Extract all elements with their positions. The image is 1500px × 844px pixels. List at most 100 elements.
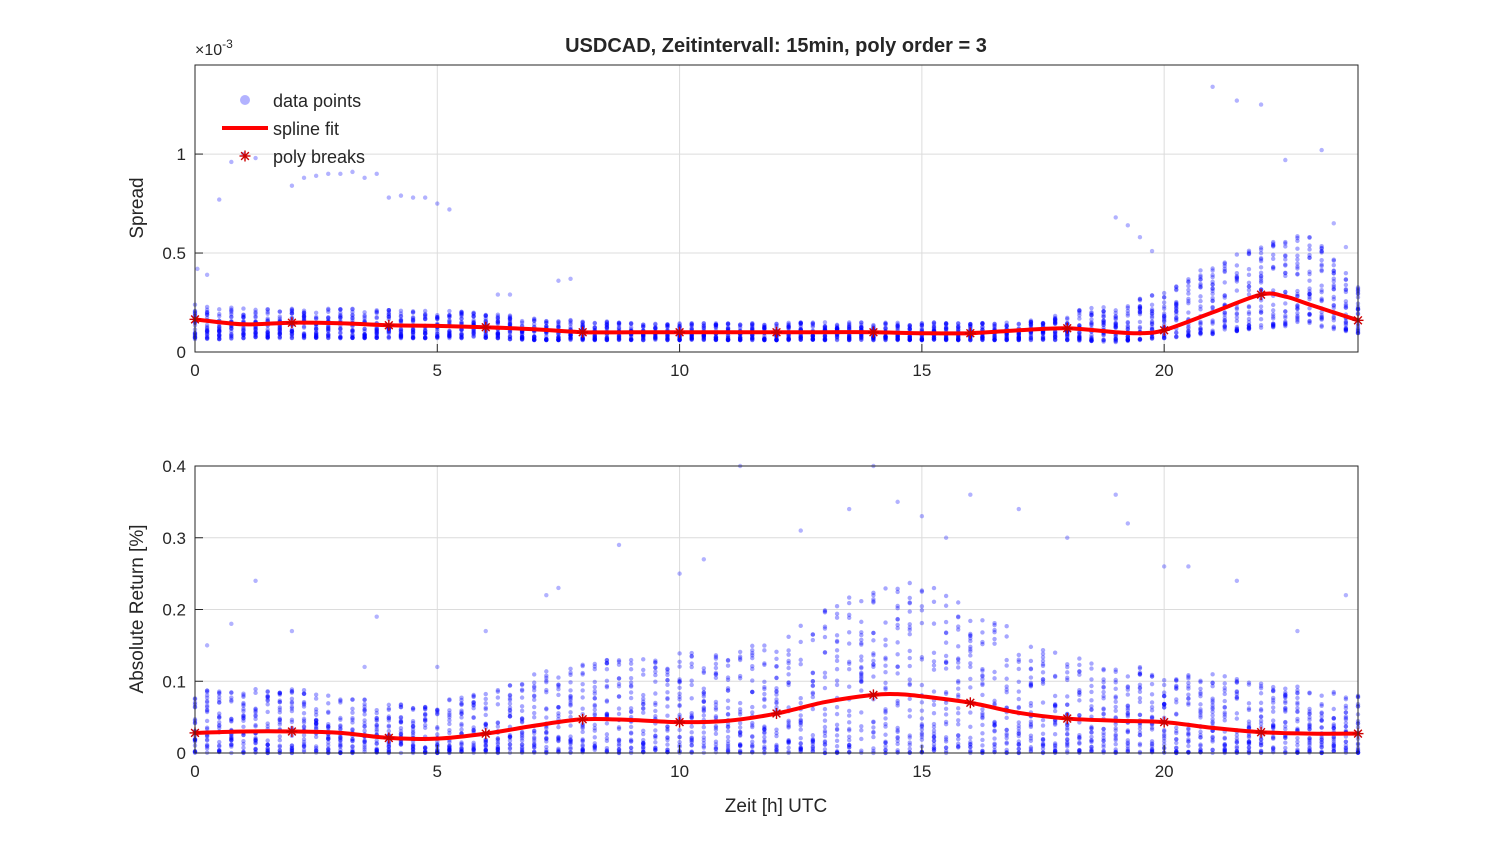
spread-data-point [204, 335, 210, 340]
return-data-point [919, 608, 925, 613]
return-data-point [556, 724, 561, 730]
spread-data-point [628, 337, 634, 342]
return-data-point [1089, 738, 1094, 743]
spread-data-point [544, 324, 549, 329]
spread-data-point [204, 336, 210, 342]
spread-data-point [471, 333, 476, 339]
spread-data-point [677, 337, 682, 342]
return-data-point [931, 599, 937, 604]
spread-data-point [568, 318, 573, 324]
spread-data-point [217, 333, 222, 338]
spread-data-point [277, 332, 283, 337]
return-data-point [737, 673, 743, 679]
spread-data-point [532, 334, 537, 339]
spread-data-point [301, 331, 307, 337]
return-data-point [459, 745, 464, 750]
return-data-point [1028, 666, 1034, 672]
spread-data-point [1331, 268, 1336, 274]
spread-data-point [532, 336, 537, 341]
spread-data-point [1174, 330, 1179, 335]
return-data-point [653, 679, 658, 684]
spread-data-point [338, 326, 343, 331]
spread-data-point [507, 333, 513, 339]
return-data-point [544, 673, 549, 678]
spread-data-point [641, 335, 646, 340]
spread-data-point [1161, 300, 1167, 305]
spread-data-point [750, 326, 755, 331]
spread-data-point [313, 333, 319, 338]
return-data-point [1222, 674, 1227, 679]
spread-data-point [507, 316, 513, 322]
spread-data-point [362, 335, 367, 340]
spread-data-point [653, 334, 658, 339]
spread-data-point [1234, 274, 1240, 280]
spread-data-point [568, 335, 573, 341]
spread-data-point [204, 322, 210, 328]
spread-data-point [398, 317, 404, 322]
spread-data-point [326, 316, 331, 321]
spread-data-point [1089, 317, 1094, 322]
return-data-point [846, 708, 852, 714]
spread-data-point [253, 310, 258, 315]
spread-data-point [616, 325, 622, 330]
spread-data-point [507, 318, 513, 323]
spread-data-point [1331, 325, 1336, 330]
spread-data-point [544, 337, 549, 343]
spread-data-point [713, 322, 719, 328]
return-data-point [992, 698, 997, 704]
return-data-point [980, 667, 985, 672]
return-data-point [1186, 739, 1191, 744]
spread-data-point [386, 312, 392, 317]
spread-break-marker [964, 327, 976, 339]
spread-data-point [713, 336, 719, 342]
spread-data-point [483, 332, 488, 338]
spread-data-point [313, 334, 319, 340]
return-data-point [701, 713, 707, 718]
spread-data-point [495, 319, 501, 325]
spread-data-point [229, 307, 234, 312]
spread-data-point [956, 337, 961, 343]
spread-data-point [665, 322, 670, 327]
return-data-point [1065, 725, 1070, 731]
return-data-point [689, 678, 694, 683]
spread-ytick-label: 0.5 [162, 244, 186, 263]
spread-outlier-point [217, 197, 222, 202]
return-data-point [931, 659, 937, 664]
return-data-point [713, 656, 719, 661]
spread-data-point [398, 335, 404, 341]
spread-data-point [289, 327, 295, 332]
spread-data-point [689, 323, 694, 328]
spread-data-point [265, 330, 270, 335]
spread-data-point [386, 307, 392, 313]
spread-data-point [737, 337, 743, 342]
return-data-point [737, 709, 743, 715]
return-data-point [701, 705, 707, 710]
return-data-point [1089, 726, 1094, 731]
return-data-point [907, 631, 912, 637]
return-data-point [519, 744, 525, 750]
spread-data-point [519, 318, 525, 324]
spread-data-point [544, 324, 549, 329]
spread-data-point [532, 337, 537, 342]
spread-data-point [616, 334, 622, 339]
spread-data-point [701, 337, 707, 342]
spread-data-point [1149, 302, 1155, 308]
return-data-point [1065, 702, 1070, 707]
spread-data-point [616, 333, 622, 338]
spread-data-point [386, 311, 392, 317]
spread-data-point [277, 331, 283, 337]
spread-data-point [628, 337, 634, 342]
spread-data-point [265, 309, 270, 315]
spread-data-point [1343, 299, 1349, 304]
return-data-point [786, 740, 791, 746]
spread-data-point [544, 337, 549, 343]
return-data-point [907, 595, 912, 601]
return-data-point [519, 682, 525, 688]
return-data-point [592, 711, 597, 717]
spread-data-point [459, 331, 464, 337]
spread-data-point [301, 312, 307, 318]
spread-data-point [350, 329, 355, 335]
return-data-point [956, 680, 961, 685]
spread-data-point [798, 321, 803, 326]
spread-break-marker [674, 326, 686, 338]
